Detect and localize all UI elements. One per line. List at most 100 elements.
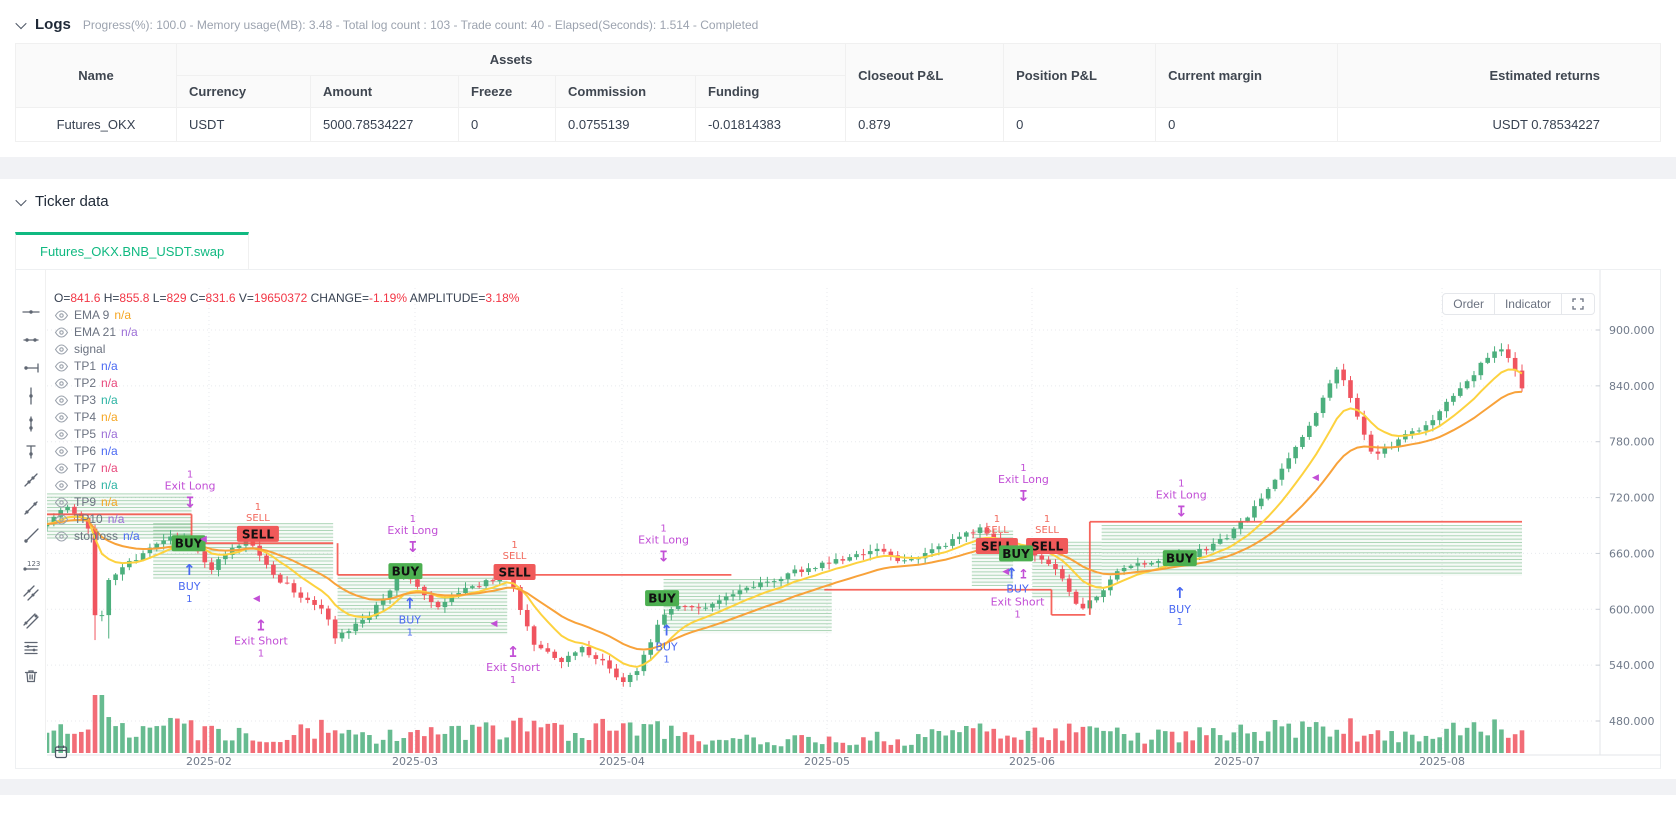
svg-text:SELL: SELL (499, 566, 531, 580)
visibility-toggle[interactable] (54, 310, 69, 321)
visibility-icon (54, 361, 69, 372)
legend-indicator-value: n/a (101, 376, 118, 390)
visibility-toggle[interactable] (54, 361, 69, 372)
legend-indicator-name: TP6 (74, 444, 97, 458)
legend-row-tp2: TP2 n/a (54, 375, 519, 392)
visibility-toggle[interactable] (54, 446, 69, 457)
svg-text:Exit Short: Exit Short (486, 661, 541, 674)
legend-indicator-value: n/a (121, 325, 138, 339)
legend-indicator-name: TP10 (74, 512, 103, 526)
ticker-section: Ticker data Futures_OKX.BNB_USDT.swap 12… (0, 179, 1676, 769)
visibility-icon (54, 412, 69, 423)
horizontal-ray-icon[interactable] (21, 358, 41, 378)
legend-indicator-value: n/a (101, 495, 118, 509)
ema-fast-line (46, 368, 1523, 668)
vertical-line-icon[interactable] (21, 386, 41, 406)
legend-indicator-value: n/a (101, 393, 118, 407)
svg-text:SELL: SELL (985, 525, 1009, 536)
legend-row-tp9: TP9 n/a (54, 494, 519, 511)
calendar-button[interactable] (53, 744, 69, 765)
svg-text:↧: ↧ (657, 547, 670, 565)
legend-indicator-value: n/a (114, 308, 132, 322)
horizontal-segment-icon[interactable] (21, 330, 41, 350)
parallel-lines-icon[interactable] (21, 582, 41, 602)
legend-row-tp7: TP7 n/a (54, 460, 519, 477)
col-header-margin: Current margin (1155, 43, 1339, 108)
svg-text:900.000: 900.000 (1609, 324, 1655, 337)
horizontal-line-icon[interactable] (21, 302, 41, 322)
svg-text:Exit Short: Exit Short (991, 596, 1046, 609)
marker-tri: ◀ (253, 594, 260, 604)
cell-returns: USDT 0.78534227 (1337, 107, 1661, 142)
calendar-icon (54, 745, 68, 759)
svg-text:SELL: SELL (1031, 539, 1063, 553)
indicator-button[interactable]: Indicator (1495, 294, 1562, 314)
visibility-toggle[interactable] (54, 531, 69, 542)
svg-text:BUY: BUY (1006, 583, 1029, 596)
cell-freeze: 0 (458, 107, 556, 142)
visibility-toggle[interactable] (54, 412, 69, 423)
legend-indicator-name: TP2 (74, 376, 97, 390)
svg-text:↧: ↧ (407, 538, 420, 556)
visibility-toggle[interactable] (54, 378, 69, 389)
vertical-segment-icon[interactable] (21, 414, 41, 434)
trend-segment-icon[interactable] (21, 498, 41, 518)
ema-slow-line (46, 390, 1523, 651)
visibility-toggle[interactable] (54, 429, 69, 440)
order-button[interactable]: Order (1443, 294, 1495, 314)
legend-indicator-name: TP4 (74, 410, 97, 424)
visibility-toggle[interactable] (54, 514, 69, 525)
collapse-chevron-icon[interactable] (15, 17, 27, 29)
visibility-icon (54, 514, 69, 525)
svg-text:Exit Long: Exit Long (165, 479, 216, 492)
cell-name: Futures_OKX (15, 107, 177, 142)
delete-icon[interactable] (21, 666, 41, 686)
svg-text:1: 1 (1178, 479, 1184, 490)
price-note-icon[interactable]: 123 (21, 554, 41, 574)
vertical-ray-icon[interactable] (21, 442, 41, 462)
svg-text:600.000: 600.000 (1609, 603, 1655, 616)
svg-text:↑: ↑ (660, 621, 673, 639)
accounts-table: Name Assets Closeout P&L Position P&L Cu… (15, 43, 1661, 142)
svg-text:2025-04: 2025-04 (599, 755, 645, 768)
legend-row-tp1: TP1 n/a (54, 358, 519, 375)
visibility-toggle[interactable] (54, 497, 69, 508)
visibility-toggle[interactable] (54, 344, 69, 355)
visibility-icon (54, 463, 69, 474)
svg-text:Exit Long: Exit Long (387, 524, 438, 537)
tab-futures-okx-bnb-usdt-swap[interactable]: Futures_OKX.BNB_USDT.swap (15, 232, 250, 269)
svg-text:1: 1 (1044, 514, 1050, 525)
legend-row-stoploss: stoploss n/a (54, 528, 519, 545)
fullscreen-button[interactable] (1562, 294, 1594, 314)
marker-tri: ◀ (200, 535, 207, 545)
svg-text:1: 1 (258, 649, 264, 660)
trend-ray-icon[interactable] (21, 526, 41, 546)
visibility-icon (54, 310, 69, 321)
cell-amount: 5000.78534227 (310, 107, 459, 142)
visibility-icon (54, 531, 69, 542)
visibility-toggle[interactable] (54, 463, 69, 474)
svg-text:2025-07: 2025-07 (1214, 755, 1260, 768)
visibility-toggle[interactable] (54, 327, 69, 338)
legend-indicator-name: TP5 (74, 427, 97, 441)
fib-levels-icon[interactable] (21, 638, 41, 658)
legend-indicator-value: n/a (123, 529, 140, 543)
visibility-toggle[interactable] (54, 395, 69, 406)
col-header-name: Name (15, 43, 177, 108)
svg-text:1: 1 (663, 654, 669, 665)
legend-indicator-name: TP1 (74, 359, 97, 373)
parallel-channel-icon[interactable] (21, 610, 41, 630)
svg-text:◀: ◀ (200, 535, 207, 545)
col-header-returns: Estimated returns (1337, 43, 1661, 108)
visibility-toggle[interactable] (54, 480, 69, 491)
trend-line-icon[interactable] (21, 470, 41, 490)
svg-text:↧: ↧ (1175, 503, 1188, 521)
collapse-chevron-icon[interactable] (15, 194, 27, 206)
